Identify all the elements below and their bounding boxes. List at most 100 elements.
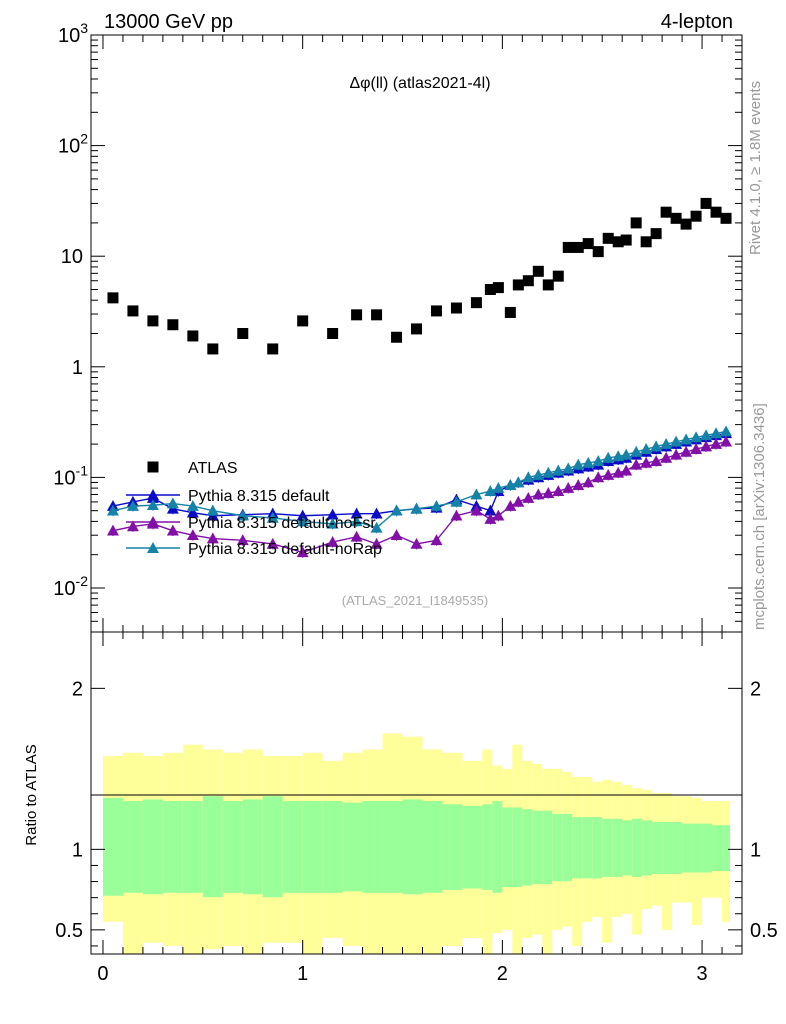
ratio-frame <box>90 631 743 955</box>
legend: ATLAS Pythia 8.315 default Pythia 8.315 de… <box>126 460 382 558</box>
series-noFsr-marker <box>390 529 403 541</box>
series-noFsr-marker <box>630 458 643 470</box>
series-noFsr-marker <box>370 537 383 549</box>
series-noFsr-marker <box>186 529 199 541</box>
series-noRap-marker <box>700 429 713 441</box>
series-noRap <box>106 425 733 534</box>
band-inner <box>722 825 731 872</box>
band-inner <box>562 813 573 882</box>
series-noFsr-marker <box>522 492 535 503</box>
atlas-point <box>187 330 199 342</box>
series-noRap-marker <box>532 469 545 480</box>
band-inner <box>362 801 383 893</box>
band-inner <box>632 818 643 877</box>
series-noFsr-marker <box>670 448 683 460</box>
series-noFsr-marker <box>700 440 713 452</box>
atlas-point <box>650 228 662 240</box>
series-default-marker <box>296 509 309 521</box>
band-inner <box>662 821 673 874</box>
atlas-point <box>552 270 564 282</box>
legend-label: ATLAS <box>188 460 238 477</box>
band-inner <box>512 807 523 888</box>
series-noFsr-marker <box>236 534 249 546</box>
band-inner <box>532 810 543 885</box>
atlas-point <box>572 241 584 253</box>
series-noRap-marker <box>620 448 633 460</box>
series-noRap-marker <box>630 445 643 457</box>
atlas-point <box>680 218 692 230</box>
band-inner <box>572 817 583 879</box>
atlas-point <box>620 234 632 246</box>
series-noRap-marker <box>430 500 443 511</box>
x-tick-label: 0 <box>97 963 108 985</box>
series-noRap-marker <box>592 455 605 467</box>
series-noFsr-marker <box>602 469 615 480</box>
x-tick-label: 3 <box>696 963 707 985</box>
series-default-marker <box>350 507 363 519</box>
y-tick-label: 10 <box>61 246 83 268</box>
series-noRap-marker <box>470 488 483 500</box>
series-noRap-marker <box>370 521 383 533</box>
atlas-point <box>592 246 604 258</box>
header-process: 4-lepton <box>661 11 733 33</box>
band-inner <box>122 801 143 893</box>
ratio-bands <box>102 733 731 954</box>
series-noRap-marker <box>562 462 575 474</box>
atlas-point <box>720 212 732 224</box>
series-noRap-marker <box>640 443 653 454</box>
atlas-point <box>640 236 652 248</box>
series-noFsr-marker <box>166 524 179 536</box>
atlas-point <box>371 309 383 321</box>
atlas-point <box>207 343 219 355</box>
series-noRap-marker <box>146 499 159 511</box>
legend-marker <box>147 542 159 553</box>
ratio-axis-ticks: 0.5 0.5 1 1 2 2 <box>55 678 778 947</box>
x-tick-label: 1 <box>297 963 308 985</box>
series-noFsr-marker <box>680 445 693 457</box>
series-noFsr-marker <box>542 487 555 498</box>
series-noFsr-marker <box>106 524 119 536</box>
series-noRap-marker <box>296 515 309 527</box>
band-inner <box>262 796 283 898</box>
band-inner <box>672 821 683 874</box>
series-noRap-marker <box>326 517 339 529</box>
series-noRap-marker <box>582 456 595 468</box>
series-noFsr-marker <box>512 495 525 507</box>
series-default-marker <box>484 504 497 516</box>
atlas-point <box>670 212 682 224</box>
series-noFsr-marker <box>450 509 463 521</box>
series-noRap-marker <box>720 425 733 437</box>
atlas-point <box>512 279 524 291</box>
series-noFsr-marker <box>532 488 545 500</box>
series-noFsr-marker <box>650 455 663 467</box>
atlas-point <box>522 275 534 287</box>
atlas-point <box>492 282 504 294</box>
plot-title: Δφ(ll) (atlas2021-4l) <box>349 75 490 92</box>
ratio-tick-label-right: 0.5 <box>750 920 778 942</box>
atlas-point <box>562 241 574 253</box>
series-default-marker <box>370 507 383 519</box>
band-inner <box>642 820 653 876</box>
atlas-point <box>602 232 614 244</box>
band-inner <box>402 799 423 895</box>
series-noRap-marker <box>670 435 683 447</box>
band-inner <box>322 801 343 893</box>
series-noFsr-marker <box>582 476 595 488</box>
series-noRap-marker <box>126 500 139 511</box>
atlas-point <box>167 319 179 331</box>
atlas-point <box>430 305 442 317</box>
series-noRap-marker <box>542 466 555 478</box>
series-noRap-marker <box>572 458 585 470</box>
band-inner <box>602 818 613 877</box>
analysis-label: (ATLAS_2021_I1849535) <box>342 593 488 608</box>
series-noRap-marker <box>106 504 119 516</box>
atlas-point <box>660 206 672 218</box>
series-noFsr-marker <box>410 537 423 549</box>
band-inner <box>702 823 713 873</box>
series-noFsr <box>106 435 733 558</box>
band-inner <box>342 802 363 892</box>
series-noRap-marker <box>410 502 423 514</box>
series-noFsr-marker <box>562 482 575 493</box>
ratio-tick-label: 2 <box>72 678 83 700</box>
